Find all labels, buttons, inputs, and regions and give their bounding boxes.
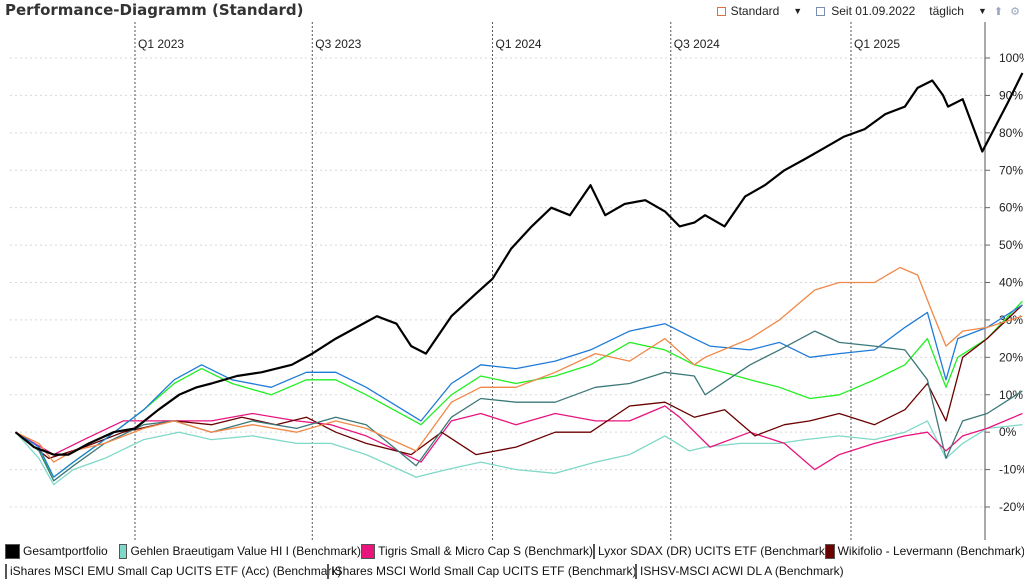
legend-label: Gehlen Braeutigam Value HI I (Benchmark)	[130, 544, 361, 558]
legend-item[interactable]: Lyxor SDAX (DR) UCITS ETF (Benchmark)	[593, 543, 829, 559]
quarter-label: Q1 2024	[496, 37, 542, 51]
view-selector[interactable]: Standard ▼	[716, 4, 803, 18]
series-line	[15, 405, 1023, 471]
view-selector-label: Standard	[730, 4, 780, 18]
y-tick-label: 100%	[999, 51, 1024, 65]
legend-item[interactable]: iShares MSCI World Small Cap UCITS ETF (…	[327, 563, 637, 579]
legend-swatch	[593, 543, 595, 559]
legend-swatch	[5, 543, 20, 559]
series-line	[15, 304, 1023, 478]
legend-item[interactable]: ISHSV-MSCI ACWI DL A (Benchmark)	[635, 563, 844, 579]
y-tick-label: 60%	[999, 201, 1023, 215]
date-selector[interactable]: Seit 01.09.2022	[816, 4, 915, 18]
chart-legend: Gesamtportfolio Gehlen Braeutigam Value H…	[5, 541, 1024, 581]
chevron-down-icon: ▼	[977, 6, 987, 16]
chevron-down-icon: ▼	[793, 6, 803, 16]
legend-item[interactable]: iShares MSCI EMU Small Cap UCITS ETF (Ac…	[5, 563, 341, 579]
legend-swatch	[5, 563, 7, 579]
y-tick-label: 80%	[999, 126, 1023, 140]
y-tick-label: 70%	[999, 163, 1023, 177]
legend-swatch	[327, 563, 329, 579]
y-tick-label: -20%	[999, 500, 1024, 514]
page-title: Performance-Diagramm (Standard)	[5, 1, 304, 19]
series-line	[15, 266, 1023, 463]
legend-item[interactable]: Gehlen Braeutigam Value HI I (Benchmark)	[119, 543, 361, 559]
legend-label: Gesamtportfolio	[23, 544, 108, 558]
series-line	[15, 420, 1023, 486]
y-tick-label: 50%	[999, 238, 1023, 252]
series-line	[15, 304, 1023, 460]
legend-swatch	[825, 543, 835, 559]
settings-square-icon	[716, 6, 726, 16]
legend-swatch	[119, 543, 128, 559]
legend-label: Lyxor SDAX (DR) UCITS ETF (Benchmark)	[598, 544, 829, 558]
legend-label: iShares MSCI EMU Small Cap UCITS ETF (Ac…	[10, 564, 342, 578]
date-selector-label: Seit 01.09.2022	[831, 4, 916, 18]
legend-item[interactable]: Tigris Small & Micro Cap S (Benchmark)	[361, 543, 593, 559]
legend-label: Tigris Small & Micro Cap S (Benchmark)	[378, 544, 593, 558]
calendar-icon	[816, 6, 826, 16]
quarter-label: Q3 2024	[674, 37, 720, 51]
legend-row: iShares MSCI EMU Small Cap UCITS ETF (Ac…	[5, 561, 1024, 581]
quarter-label: Q1 2023	[138, 37, 184, 51]
y-tick-label: -10%	[999, 463, 1024, 477]
interval-selector-label: täglich	[929, 4, 964, 18]
y-tick-label: 20%	[999, 350, 1023, 364]
series-line	[14, 72, 1024, 456]
quarter-label: Q3 2023	[315, 37, 361, 51]
legend-label: ISHSV-MSCI ACWI DL A (Benchmark)	[640, 564, 844, 578]
y-tick-label: 10%	[999, 388, 1023, 402]
export-icon[interactable]: ⬆	[993, 5, 1004, 18]
legend-label: iShares MSCI World Small Cap UCITS ETF (…	[332, 564, 637, 578]
gear-icon[interactable]: ⚙	[1010, 5, 1020, 18]
legend-item[interactable]: Wikifolio - Levermann (Benchmark)	[825, 543, 1024, 559]
y-tick-label: 0%	[999, 425, 1017, 439]
quarter-label: Q1 2025	[854, 37, 900, 51]
interval-selector[interactable]: täglich ▼	[929, 4, 987, 18]
series-line	[15, 300, 1023, 478]
series-line	[15, 330, 1023, 482]
legend-row: Gesamtportfolio Gehlen Braeutigam Value H…	[5, 541, 1024, 561]
legend-swatch	[361, 543, 376, 559]
legend-item[interactable]: Gesamtportfolio	[5, 543, 119, 559]
performance-chart: -20%-10%0%10%20%30%40%50%60%70%80%90%100…	[10, 22, 1024, 540]
legend-label: Wikifolio - Levermann (Benchmark)	[837, 544, 1024, 558]
chart-controls: Standard ▼ Seit 01.09.2022 täglich ▼ ⬆ ⚙	[703, 3, 1020, 19]
y-tick-label: 40%	[999, 276, 1023, 290]
legend-swatch	[635, 563, 637, 579]
